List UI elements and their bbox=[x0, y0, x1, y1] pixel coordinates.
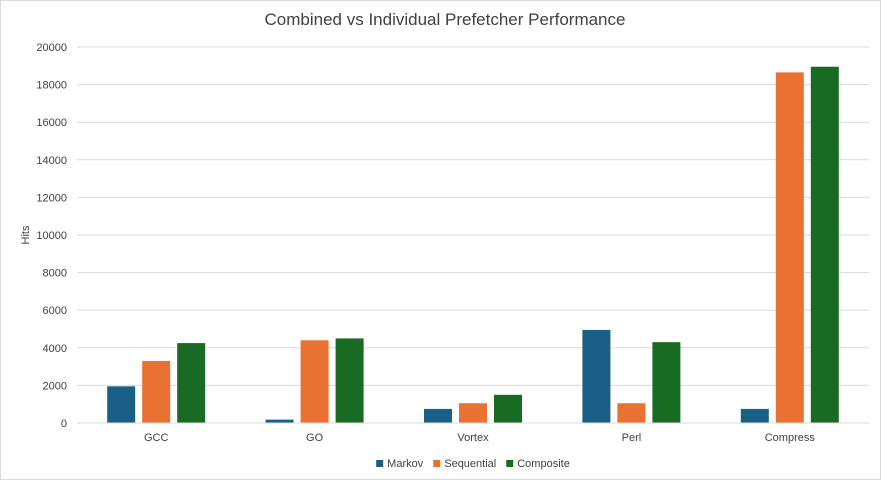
y-axis-title: Hits bbox=[20, 225, 32, 244]
bar-sequential-compress bbox=[775, 72, 804, 423]
y-axis-ticks: 0 2000 4000 6000 8000 10000 12000 14000 16000 180… bbox=[36, 42, 67, 430]
y-tick-label: 2000 bbox=[43, 380, 67, 392]
x-tick-label: GCC bbox=[144, 432, 169, 444]
legend: Markov Sequential Composite bbox=[376, 458, 570, 470]
legend-label: Markov bbox=[387, 458, 424, 470]
x-tick-label: Compress bbox=[765, 432, 816, 444]
bar-markov-go bbox=[265, 419, 294, 423]
bar-sequential-gcc bbox=[142, 360, 171, 423]
x-tick-label: Vortex bbox=[457, 432, 489, 444]
bar-markov-vortex bbox=[424, 408, 452, 423]
legend-item-composite: Composite bbox=[506, 458, 570, 470]
bar-composite-compress bbox=[810, 66, 839, 424]
chart-title: Combined vs Individual Prefetcher Perfor… bbox=[265, 10, 626, 29]
x-tick-label: Perl bbox=[622, 432, 642, 444]
legend-label: Sequential bbox=[444, 458, 496, 470]
y-tick-label: 16000 bbox=[36, 117, 67, 129]
y-tick-label: 14000 bbox=[36, 155, 67, 167]
x-axis-ticks: GCC GO Vortex Perl Compress bbox=[144, 432, 815, 444]
bar-markov-gcc bbox=[107, 386, 136, 423]
bar-sequential-vortex bbox=[459, 403, 487, 423]
legend-item-sequential: Sequential bbox=[433, 458, 496, 470]
legend-swatch bbox=[433, 460, 441, 467]
bar-composite-vortex bbox=[494, 394, 522, 423]
bar-sequential-go bbox=[300, 340, 329, 423]
bar-sequential-perl bbox=[617, 403, 646, 423]
gridlines bbox=[77, 46, 869, 386]
y-tick-label: 4000 bbox=[43, 343, 67, 355]
legend-item-markov: Markov bbox=[376, 458, 424, 470]
bar-composite-perl bbox=[652, 342, 681, 423]
y-tick-label: 10000 bbox=[36, 230, 67, 242]
bars bbox=[107, 66, 839, 424]
bar-markov-compress bbox=[740, 408, 769, 423]
legend-swatch bbox=[506, 460, 514, 467]
bar-composite-gcc bbox=[177, 343, 206, 423]
bar-composite-go bbox=[335, 338, 364, 423]
y-tick-label: 6000 bbox=[43, 305, 67, 317]
y-tick-label: 8000 bbox=[43, 268, 67, 280]
x-tick-label: GO bbox=[306, 432, 324, 444]
y-tick-label: 20000 bbox=[36, 42, 67, 54]
y-tick-label: 18000 bbox=[36, 80, 67, 92]
y-tick-label: 0 bbox=[61, 418, 67, 430]
legend-swatch bbox=[376, 460, 384, 467]
y-tick-label: 12000 bbox=[36, 192, 67, 204]
legend-label: Composite bbox=[517, 458, 570, 470]
bar-markov-perl bbox=[582, 329, 611, 423]
